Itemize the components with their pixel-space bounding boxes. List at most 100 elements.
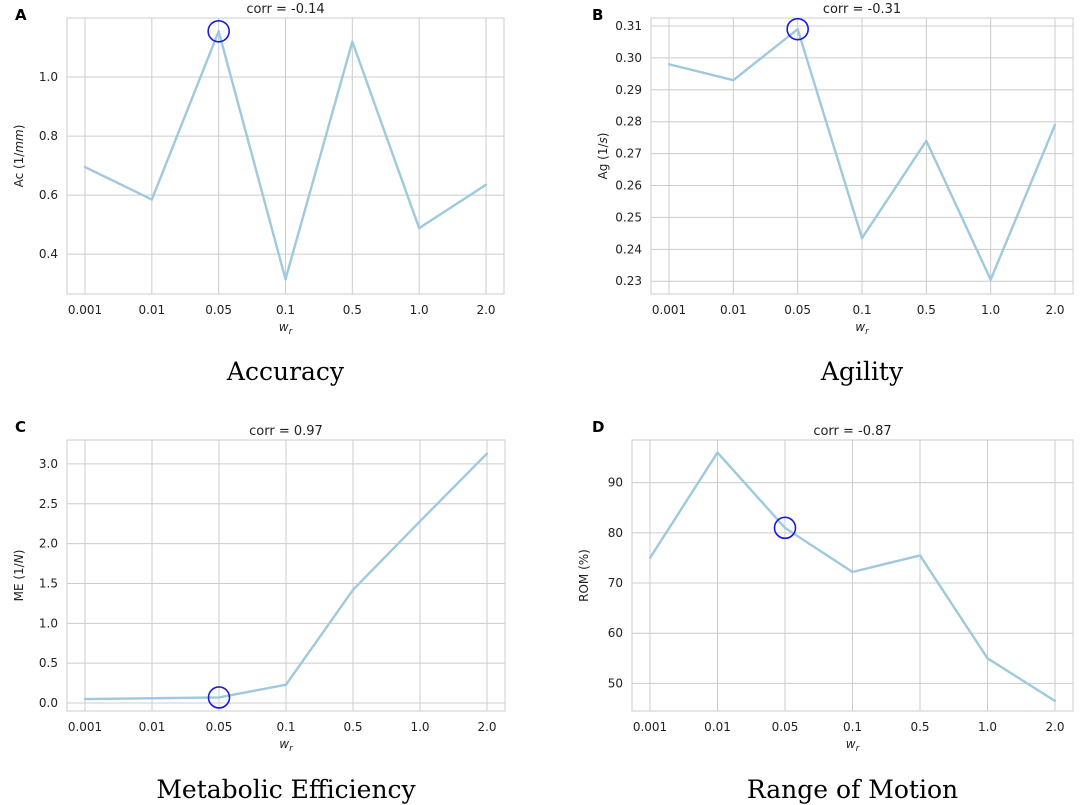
x-axis-label-main: w — [846, 737, 856, 751]
x-tick-label: 0.1 — [843, 720, 862, 734]
x-tick-label: 0.5 — [917, 303, 936, 317]
data-point — [217, 696, 221, 699]
x-tick-label: 0.001 — [652, 303, 686, 317]
y-axis-label-main: Ag (1/ — [596, 143, 610, 180]
y-tick-label: 0.31 — [615, 19, 642, 33]
panel-caption: Agility — [820, 357, 904, 386]
data-point — [986, 657, 989, 660]
panel-letter: C — [15, 418, 26, 436]
x-tick-label: 0.1 — [276, 303, 295, 317]
y-tick-label: 0.29 — [615, 83, 642, 97]
data-point — [150, 697, 154, 700]
x-tick-label: 0.01 — [720, 303, 747, 317]
x-tick-label: 2.0 — [477, 720, 496, 734]
x-tick-label: 0.01 — [139, 720, 166, 734]
x-tick-label: 2.0 — [476, 303, 495, 317]
y-axis-label: Ac (1/mm) — [12, 125, 26, 188]
y-axis-label-unit: mm — [12, 129, 26, 152]
data-point — [648, 556, 652, 560]
y-axis-label-end: ) — [596, 133, 610, 138]
x-axis-label-sub: r — [856, 744, 861, 754]
x-axis-label: wr — [846, 737, 861, 754]
y-tick-label: 60 — [608, 626, 623, 640]
y-tick-label: 0.24 — [615, 242, 642, 256]
highlight-marker — [207, 19, 230, 43]
data-point — [1053, 699, 1057, 703]
y-tick-label: 1.5 — [39, 576, 58, 590]
panel-letter: B — [592, 6, 603, 24]
data-point — [418, 520, 422, 523]
x-tick-label: 0.001 — [68, 720, 102, 734]
x-axis-label-main: w — [855, 320, 865, 334]
data-point — [351, 40, 354, 43]
panel-caption: Metabolic Efficiency — [156, 775, 416, 804]
data-point — [860, 236, 864, 240]
data-point — [667, 63, 671, 66]
y-tick-label: 80 — [608, 526, 623, 540]
x-tick-label: 1.0 — [410, 720, 429, 734]
x-axis-label: wr — [855, 320, 870, 337]
x-tick-label: 0.5 — [343, 303, 362, 317]
data-point — [796, 27, 799, 31]
data-point — [284, 683, 288, 686]
x-tick-label: 0.1 — [276, 720, 295, 734]
highlight-marker — [786, 17, 809, 41]
data-point — [918, 554, 922, 557]
y-tick-label: 0.26 — [615, 179, 642, 193]
data-point — [150, 198, 154, 201]
data-point — [989, 278, 992, 281]
data-point — [851, 570, 854, 574]
y-tick-label: 90 — [608, 476, 623, 490]
x-tick-label: 1.0 — [410, 303, 429, 317]
x-tick-label: 2.0 — [1045, 303, 1064, 317]
panel-letter: A — [15, 6, 27, 24]
y-tick-label: 70 — [608, 576, 623, 590]
data-point — [485, 452, 489, 455]
plot-frame — [650, 17, 1074, 295]
y-tick-label: 0.5 — [39, 656, 58, 670]
y-axis-label-end: ) — [12, 125, 26, 130]
y-tick-label: 0.23 — [615, 274, 642, 288]
y-tick-label: 1.0 — [39, 616, 58, 630]
y-axis-label-unit: s — [596, 137, 610, 143]
x-tick-label: 0.05 — [772, 720, 799, 734]
chart-title: corr = -0.14 — [246, 2, 324, 17]
data-point — [417, 226, 421, 230]
x-tick-label: 0.001 — [68, 303, 102, 317]
data-point — [783, 526, 787, 530]
y-tick-label: 0.6 — [39, 188, 58, 202]
data-point — [1053, 123, 1057, 127]
data-point — [83, 697, 87, 701]
chart-title: corr = -0.87 — [813, 424, 891, 439]
chart-title: corr = 0.97 — [249, 424, 323, 439]
x-tick-label: 0.05 — [205, 303, 232, 317]
y-tick-label: 2.0 — [39, 537, 58, 551]
x-tick-label: 0.001 — [633, 720, 667, 734]
x-axis-label-main: w — [279, 320, 289, 334]
y-tick-label: 0.27 — [615, 147, 642, 161]
y-axis-label-main: ME (1/ — [12, 562, 26, 601]
y-axis-label: ME (1/N) — [12, 550, 26, 602]
panel-c: 0.001 0.01 0.05 0.1 0.5 1.0 2.0 0.0 0.5 1.0 1.5 2.0… — [12, 418, 506, 804]
highlight-marker — [207, 686, 231, 709]
x-tick-label: 0.1 — [852, 303, 871, 317]
x-tick-label: 0.01 — [704, 720, 731, 734]
data-point — [83, 165, 87, 169]
x-tick-label: 1.0 — [978, 720, 997, 734]
data-point — [217, 30, 220, 33]
y-tick-label: 0.30 — [615, 51, 642, 65]
data-point — [925, 139, 928, 143]
data-point — [732, 79, 735, 82]
y-axis-label: ROM (%) — [577, 549, 591, 602]
highlight-marker — [773, 516, 797, 540]
y-tick-label: 0.28 — [615, 115, 642, 129]
panel-d: 0.001 0.01 0.05 0.1 0.5 1.0 2.0 50 60 70 80 90 corr … — [577, 418, 1074, 804]
y-axis-label-unit: N — [12, 554, 26, 563]
y-axis-label-end: ) — [12, 550, 26, 555]
plot-frame — [631, 439, 1074, 712]
panel-b: 0.001 0.01 0.05 0.1 0.5 1.0 2.0 0.23 0.24 0.25 0.2… — [592, 2, 1074, 386]
y-axis-label-main: ROM (%) — [577, 549, 591, 602]
x-tick-label: 0.05 — [784, 303, 811, 317]
data-point — [351, 588, 355, 592]
